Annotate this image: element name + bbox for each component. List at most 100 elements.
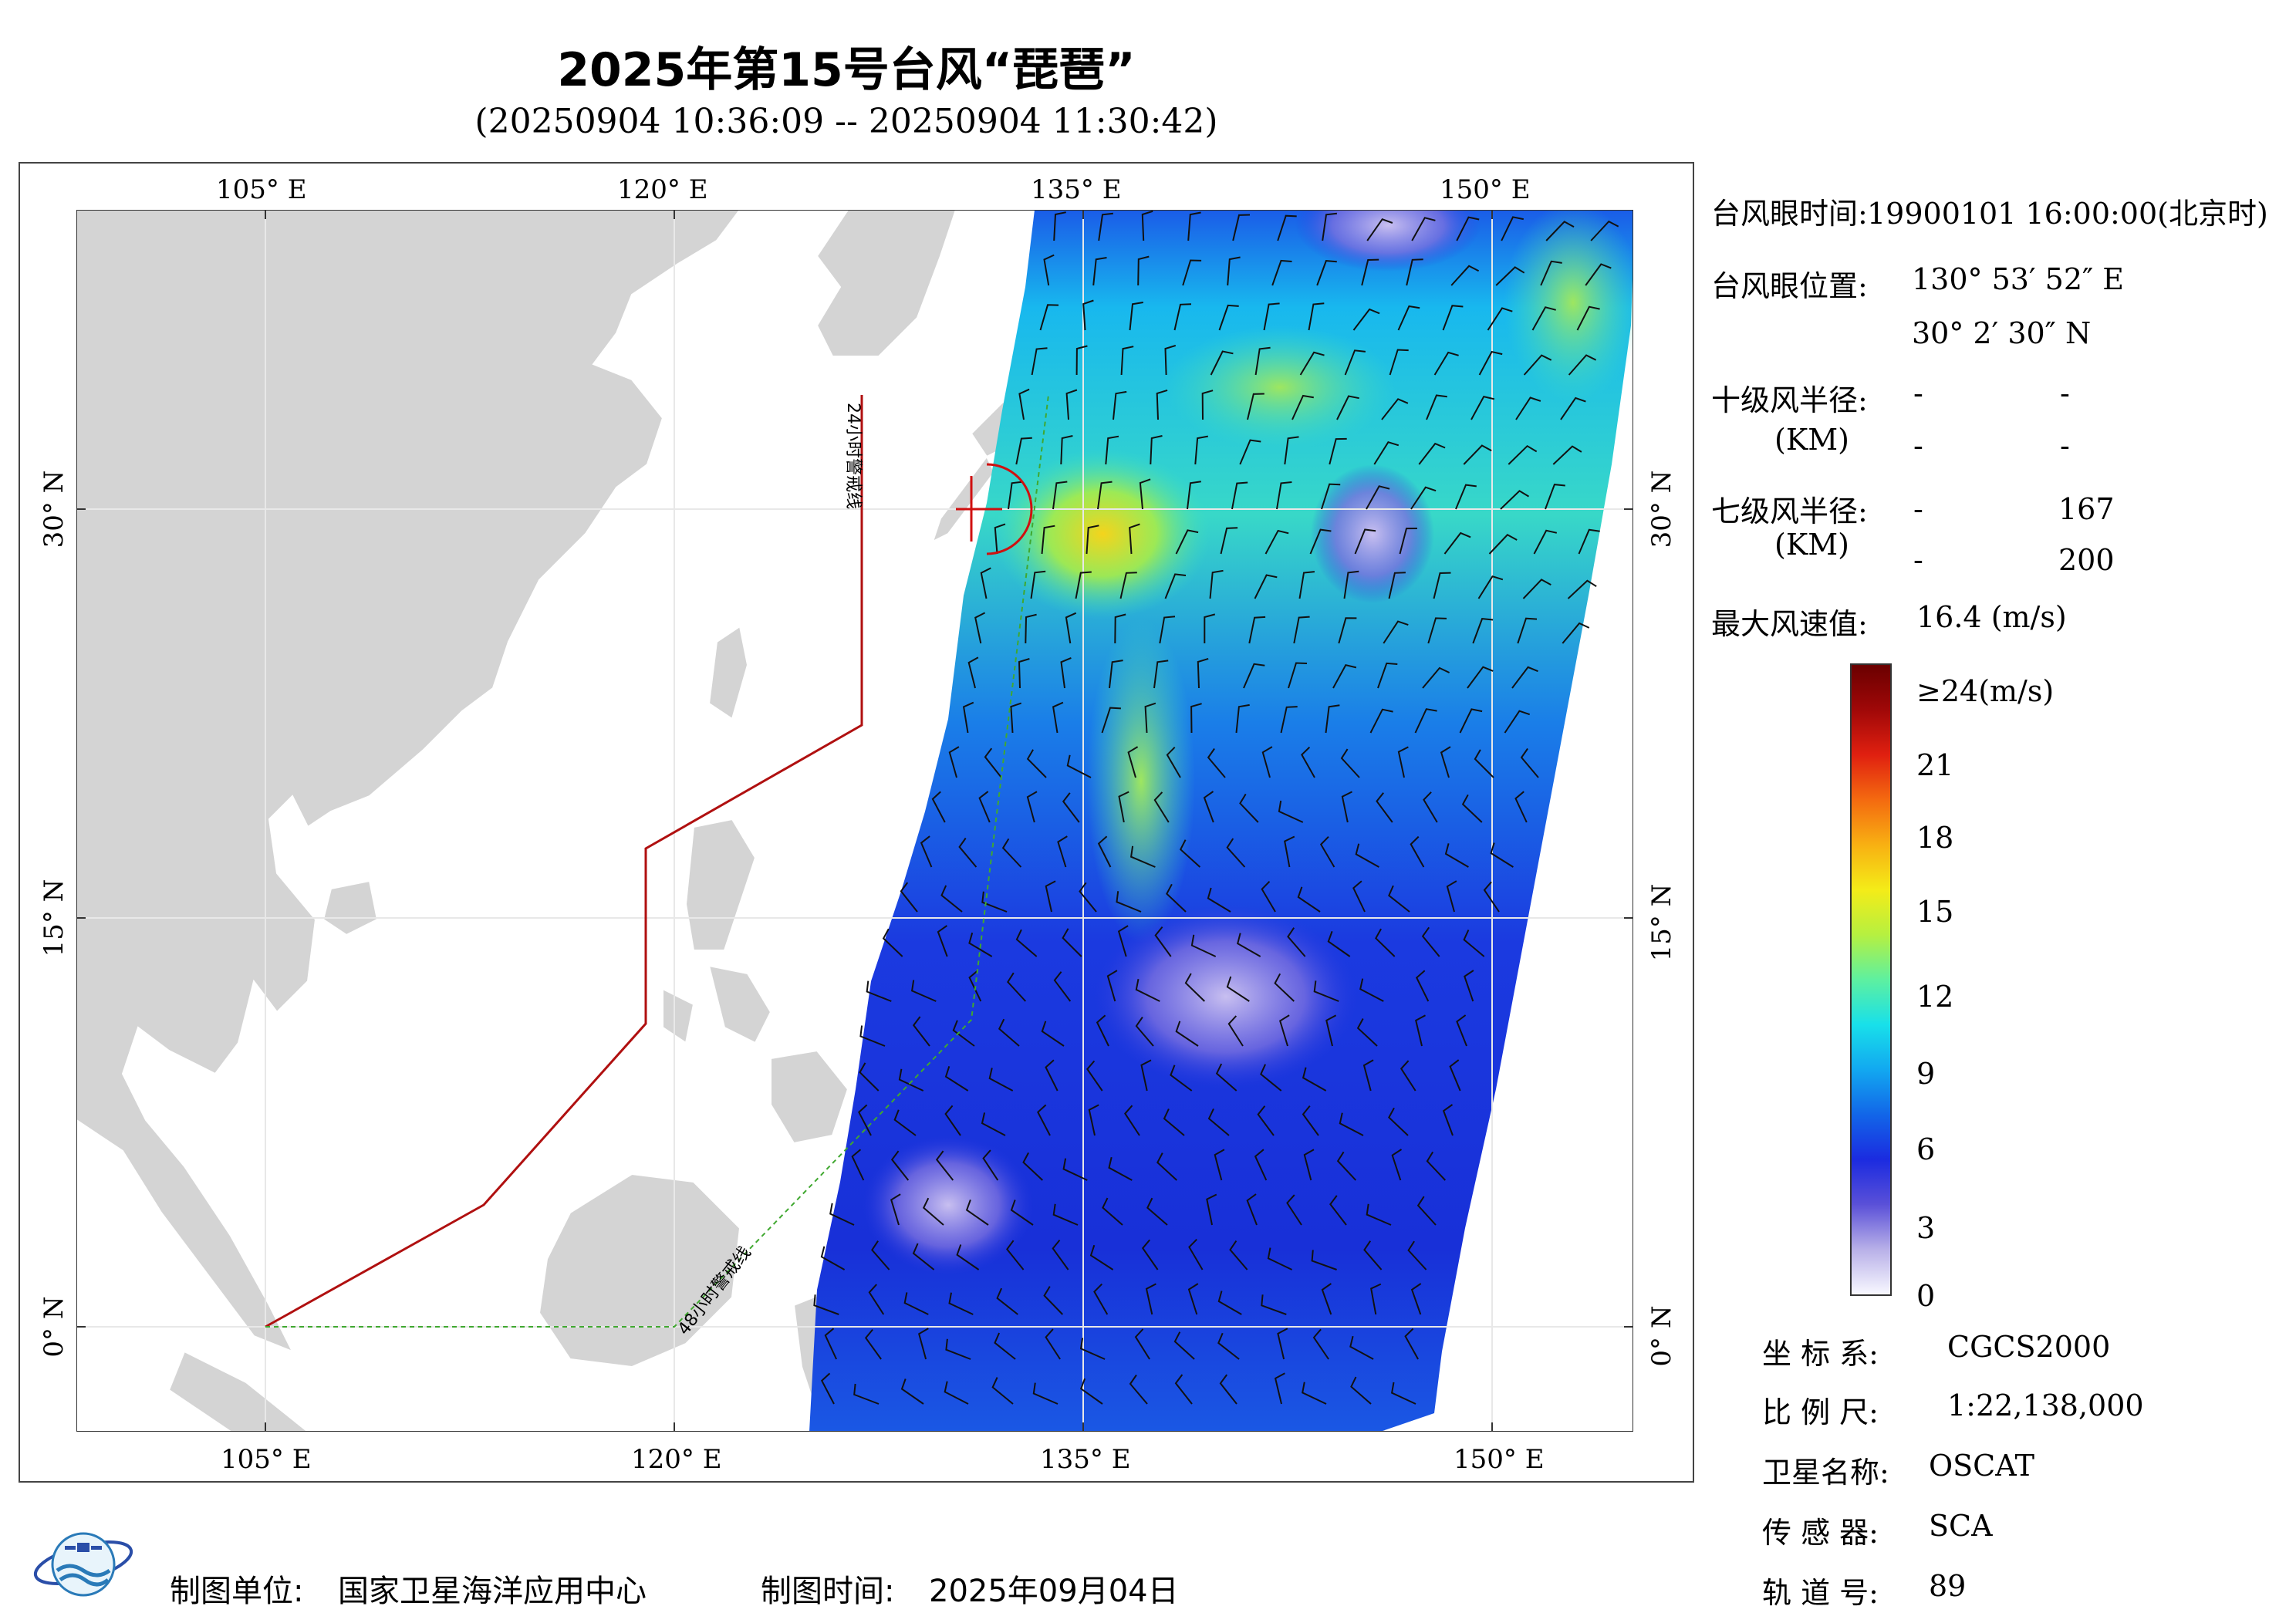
wind-barb <box>1410 486 1437 510</box>
wind-barb <box>1327 930 1351 957</box>
wind-barb <box>1552 445 1582 465</box>
wind-barb <box>1025 613 1037 644</box>
eye-position-label: 台风眼位置: <box>1711 269 1868 303</box>
wind-barbs <box>813 210 1619 1405</box>
sensor-value: SCA <box>1929 1509 1993 1543</box>
wind-barb <box>1150 435 1163 465</box>
wind-barb <box>1129 302 1143 331</box>
wind-barb <box>1030 570 1046 599</box>
wind-barb <box>1422 666 1450 689</box>
wind-barb <box>900 882 918 913</box>
wind-barb <box>1231 481 1248 510</box>
wind-barb <box>1464 970 1474 1002</box>
wind-barb <box>1117 925 1129 957</box>
wind-barb <box>1568 354 1597 376</box>
lat-label-left-0: 0° N <box>39 1296 69 1358</box>
wind-barb <box>1261 1294 1287 1315</box>
colorbar-label-18: 18 <box>1916 821 1954 855</box>
wind-barb <box>1463 444 1492 465</box>
wind-barb <box>1416 1196 1437 1226</box>
wind-barb <box>1336 395 1359 420</box>
wind-barb <box>903 1292 929 1315</box>
wind-barb <box>1066 754 1092 778</box>
wind-barb <box>1500 490 1530 510</box>
wind-barb <box>1356 1018 1378 1047</box>
wind-barb <box>1010 702 1022 734</box>
wind-barb <box>853 1383 880 1405</box>
wind-barb <box>1140 1059 1152 1092</box>
warning-line-48h <box>265 394 1049 1328</box>
wind-barb <box>1026 791 1038 823</box>
wind-barb <box>1423 791 1438 823</box>
wind-barb <box>974 612 986 644</box>
wind-barb <box>1144 702 1156 734</box>
wind-barb <box>1376 792 1393 823</box>
wind-barb <box>1079 1338 1106 1360</box>
wind-barb <box>1159 616 1176 644</box>
wind-barb <box>1545 221 1575 241</box>
wind-barb <box>1339 1112 1364 1136</box>
wind-barb <box>1102 1197 1123 1226</box>
wind-barb <box>1332 664 1357 689</box>
wind-barb <box>1179 839 1201 868</box>
wind-barb <box>1274 973 1295 1002</box>
wind-barb <box>1045 1328 1061 1360</box>
wind-barb <box>829 1203 855 1226</box>
wind-barb <box>1504 710 1531 734</box>
wind-barb <box>910 980 937 1002</box>
wind-barb <box>1467 666 1494 689</box>
wind-barb <box>1105 435 1119 465</box>
wind-barb <box>1322 212 1338 241</box>
wind-barb <box>1261 746 1273 778</box>
producer-value: 国家卫星海洋应用中心 <box>338 1574 647 1609</box>
wind-barb <box>948 746 960 778</box>
wind-barb <box>1336 1151 1357 1181</box>
wind-barb <box>1120 346 1134 376</box>
wind-barb <box>1201 390 1214 420</box>
r10-value-a2: - <box>1913 429 1923 463</box>
wind-barb <box>1363 1240 1383 1270</box>
r7-value-b2: 200 <box>2058 543 2115 577</box>
wind-barb <box>912 1243 935 1270</box>
wind-barb <box>1427 617 1447 644</box>
wind-barb <box>1218 304 1239 331</box>
wind-barb <box>931 791 946 823</box>
wind-barb <box>1141 210 1153 241</box>
wind-barb <box>1043 1286 1064 1315</box>
wind-barb <box>1414 708 1437 734</box>
colorbar-label-6: 6 <box>1916 1132 1936 1166</box>
wind-barb <box>1154 926 1172 957</box>
wind-barb <box>1214 1149 1225 1181</box>
wind-barb <box>1515 396 1541 420</box>
wind-barb <box>900 1378 924 1405</box>
wind-barb <box>1187 481 1201 510</box>
wind-barb <box>1292 394 1314 420</box>
wind-barb <box>962 701 974 734</box>
lat-label-right-15: 15° N <box>1646 883 1677 962</box>
wind-barb <box>1015 929 1038 957</box>
wind-barb <box>1260 1064 1282 1092</box>
wind-barb <box>1226 976 1250 1002</box>
wind-barb <box>1190 703 1202 734</box>
wind-barb <box>1487 307 1513 331</box>
r7-value-a2: - <box>1913 543 1923 577</box>
wind-barb <box>1388 885 1410 913</box>
r10-value-a1: - <box>1913 376 1923 410</box>
max-wind-value: 16.4 (m/s) <box>1916 600 2067 634</box>
wind-barb <box>1156 1152 1177 1181</box>
wind-barb <box>1391 1149 1403 1181</box>
wind-barb <box>820 1372 835 1405</box>
wind-barb <box>1007 972 1027 1002</box>
wind-barb <box>1052 701 1064 734</box>
wind-barb <box>1139 478 1151 510</box>
wind-barb <box>1309 528 1332 555</box>
wind-barb <box>1483 881 1500 913</box>
wind-barb <box>1359 978 1384 1002</box>
wind-barb <box>1135 1017 1154 1047</box>
wind-barb <box>1207 747 1226 778</box>
wind-barb <box>1060 435 1073 465</box>
lat-label-left-30: 30° N <box>39 470 69 548</box>
wind-barb <box>1277 1328 1288 1360</box>
wind-barb <box>1082 299 1094 331</box>
eye-longitude: 130° 53′ 52″ E <box>1912 262 2125 296</box>
